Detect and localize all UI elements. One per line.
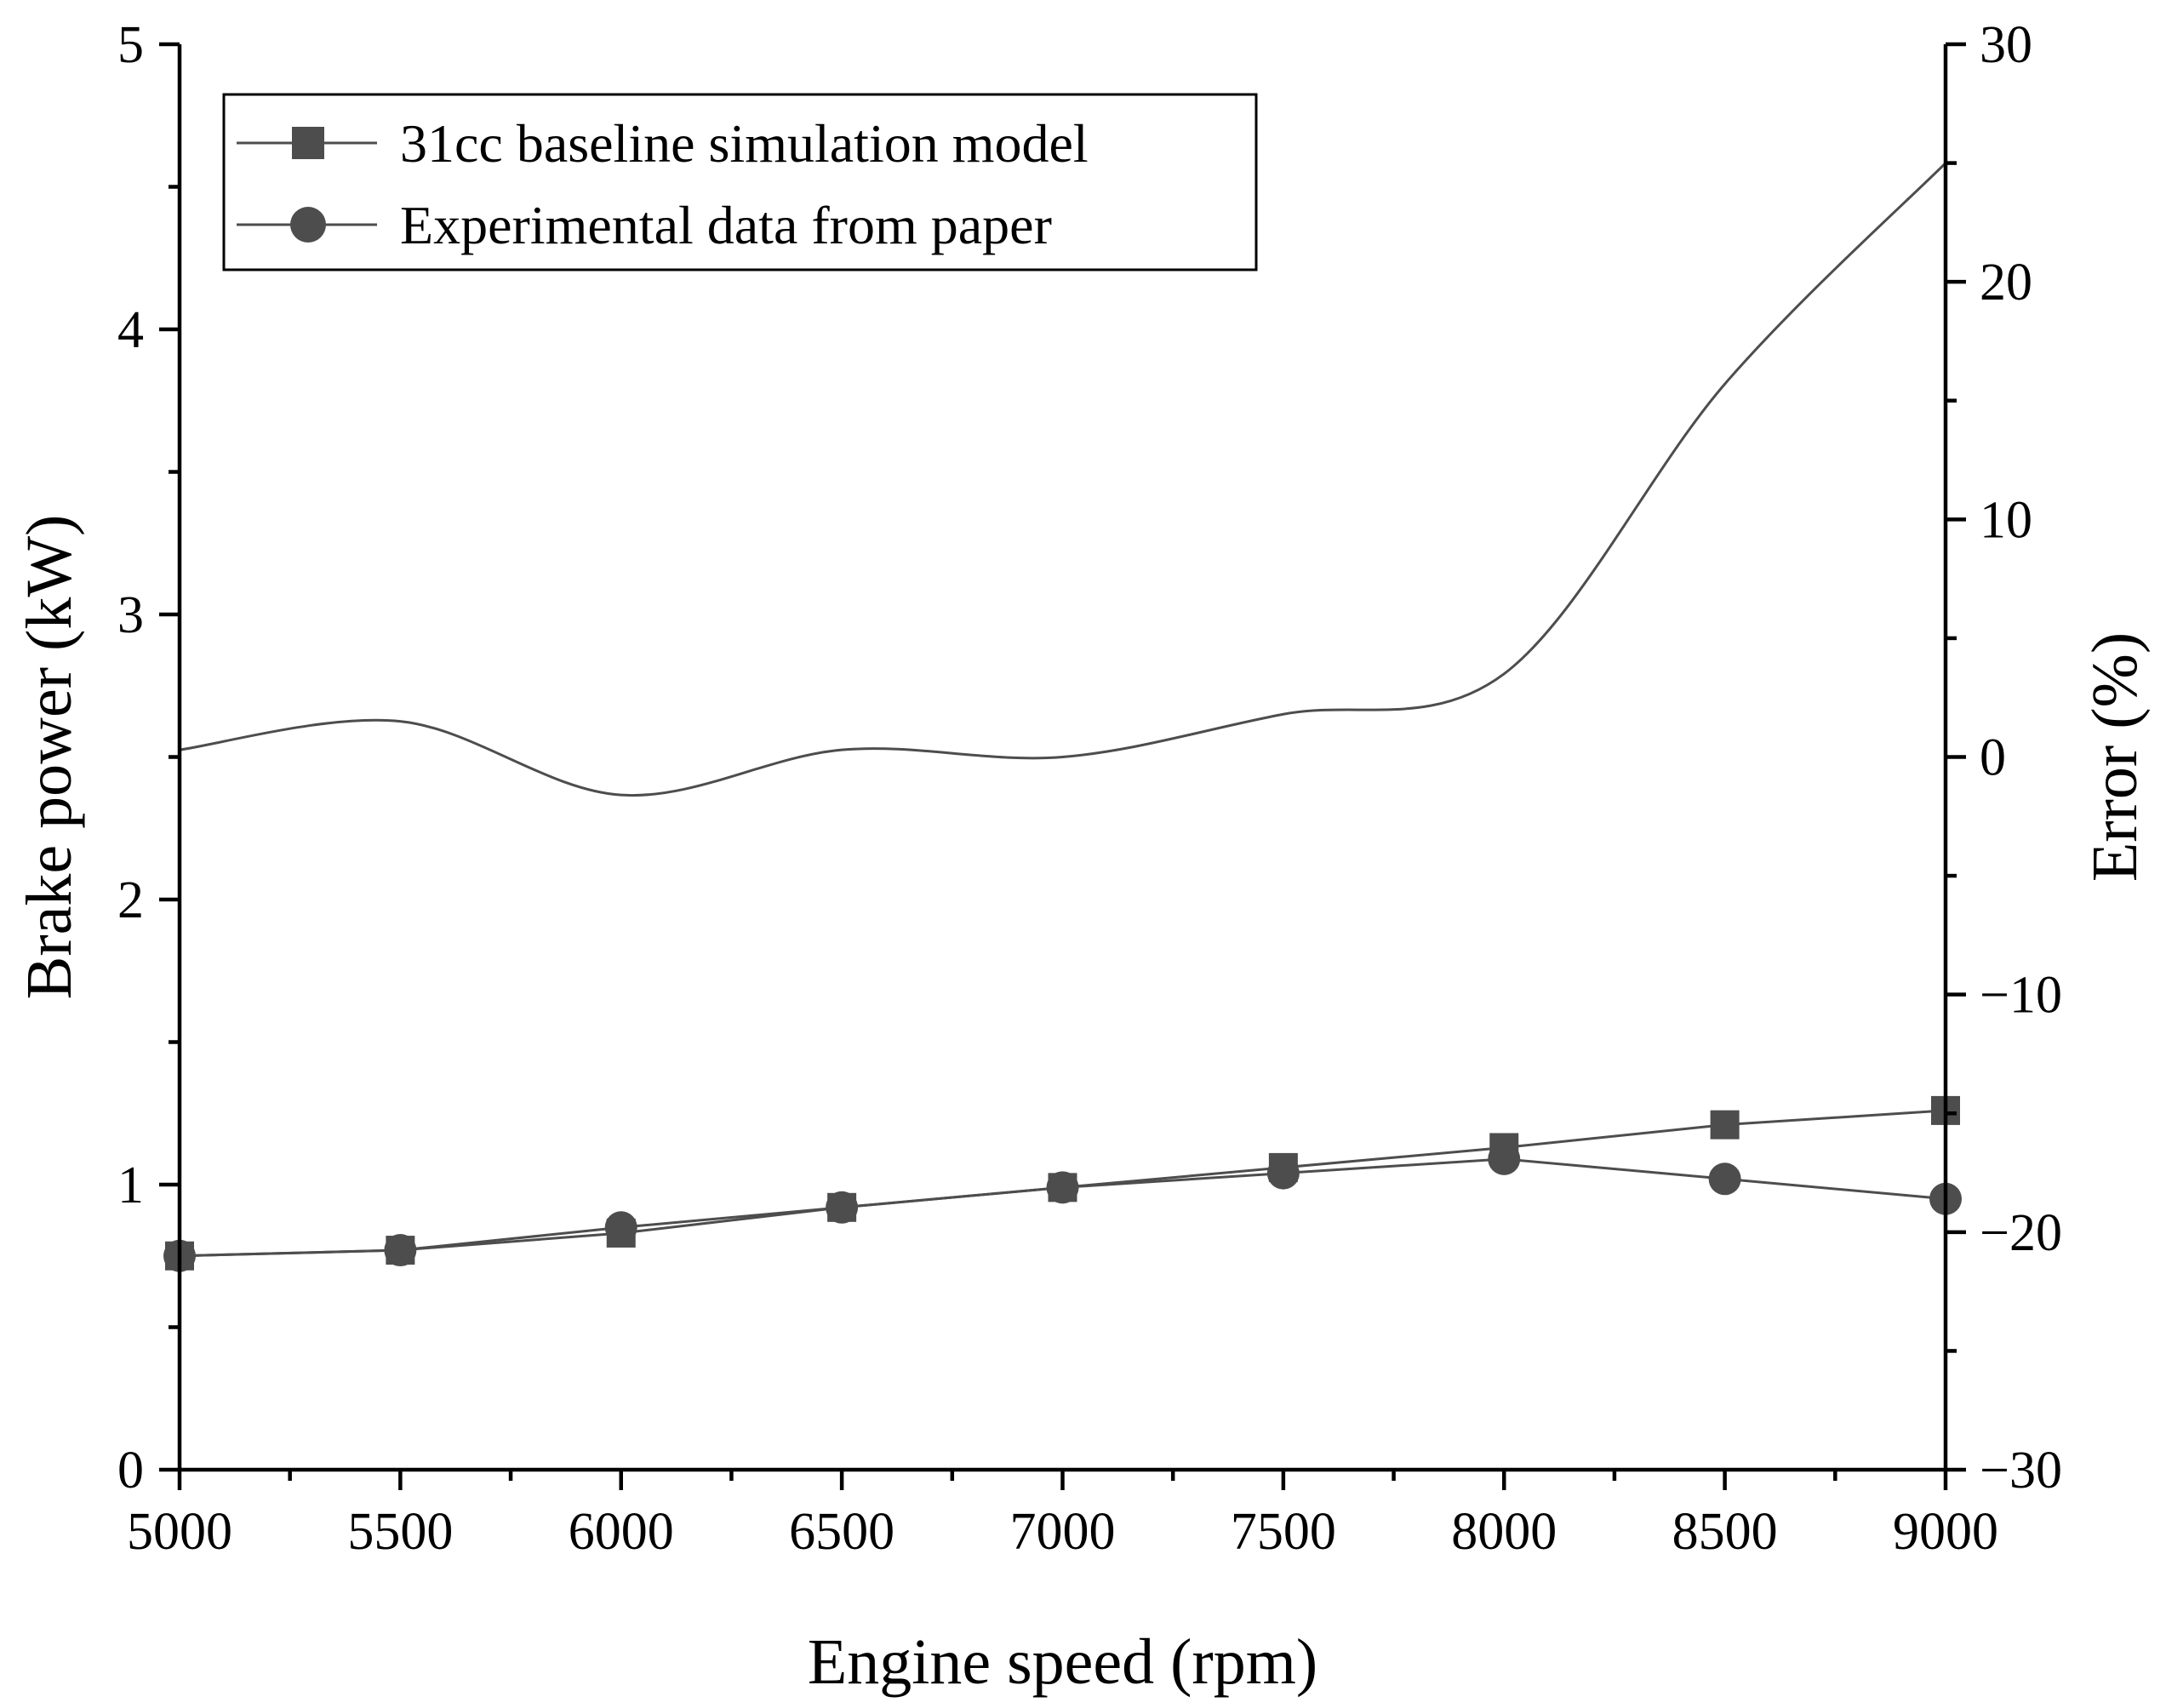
x-tick-label-7500: 7500	[1231, 1503, 1336, 1561]
experimental-point-7000	[1046, 1171, 1079, 1204]
y2-axis-title: Error (%)	[2079, 632, 2151, 882]
x-tick-label-5000: 5000	[127, 1503, 232, 1561]
legend-circle-marker	[290, 207, 326, 243]
series-layer	[163, 162, 1962, 1272]
error-series-line	[179, 162, 1947, 797]
simulation-point-8500	[1710, 1110, 1740, 1140]
y2-tick-label--30: −30	[1980, 1442, 2062, 1499]
x-tick-label-6500: 6500	[789, 1503, 894, 1561]
y-tick-label-1: 1	[117, 1157, 144, 1214]
axes-layer: 5000 5500 6000 6500 7000 7500 8000 8500 9000 0 1 2 3…	[14, 16, 2151, 1698]
x-tick-label-9000: 9000	[1893, 1503, 1998, 1561]
x-tick-label-8000: 8000	[1451, 1503, 1557, 1561]
y-tick-label-0: 0	[117, 1442, 144, 1499]
experimental-point-8000	[1488, 1142, 1521, 1175]
y-tick-label-2: 2	[117, 871, 144, 929]
legend-square-marker	[292, 127, 324, 159]
y-tick-label-3: 3	[117, 586, 144, 644]
experimental-point-5500	[384, 1234, 417, 1267]
experimental-point-8500	[1708, 1162, 1741, 1196]
y2-tick-label-0: 0	[1980, 729, 2006, 787]
legend-box	[222, 93, 1258, 271]
legend-experimental-label: Experimental data from paper	[400, 195, 1052, 255]
x-tick-label-7000: 7000	[1010, 1503, 1116, 1561]
x-tick-label-8500: 8500	[1672, 1503, 1778, 1561]
x-tick-label-6000: 6000	[569, 1503, 674, 1561]
x-axis-title: Engine speed (rpm)	[808, 1626, 1317, 1698]
legend-simulation-label: 31cc baseline simulation model	[400, 113, 1089, 174]
x-tick-label-5500: 5500	[347, 1503, 453, 1561]
y-tick-label-5: 5	[117, 16, 144, 74]
y2-tick-label--10: −10	[1980, 967, 2062, 1025]
experimental-point-7500	[1266, 1157, 1300, 1190]
legend: 31cc baseline simulation model Experiment…	[222, 93, 1258, 271]
experimental-point-6000	[604, 1211, 637, 1244]
y2-tick-label-10: 10	[1980, 491, 2032, 549]
y-tick-label-4: 4	[117, 301, 144, 359]
y2-tick-label-30: 30	[1980, 16, 2032, 74]
experimental-point-6500	[826, 1191, 859, 1224]
y2-tick-label-20: 20	[1980, 254, 2032, 311]
y-axis-title: Brake power (kW)	[14, 515, 85, 1000]
y2-tick-label--20: −20	[1980, 1204, 2062, 1262]
